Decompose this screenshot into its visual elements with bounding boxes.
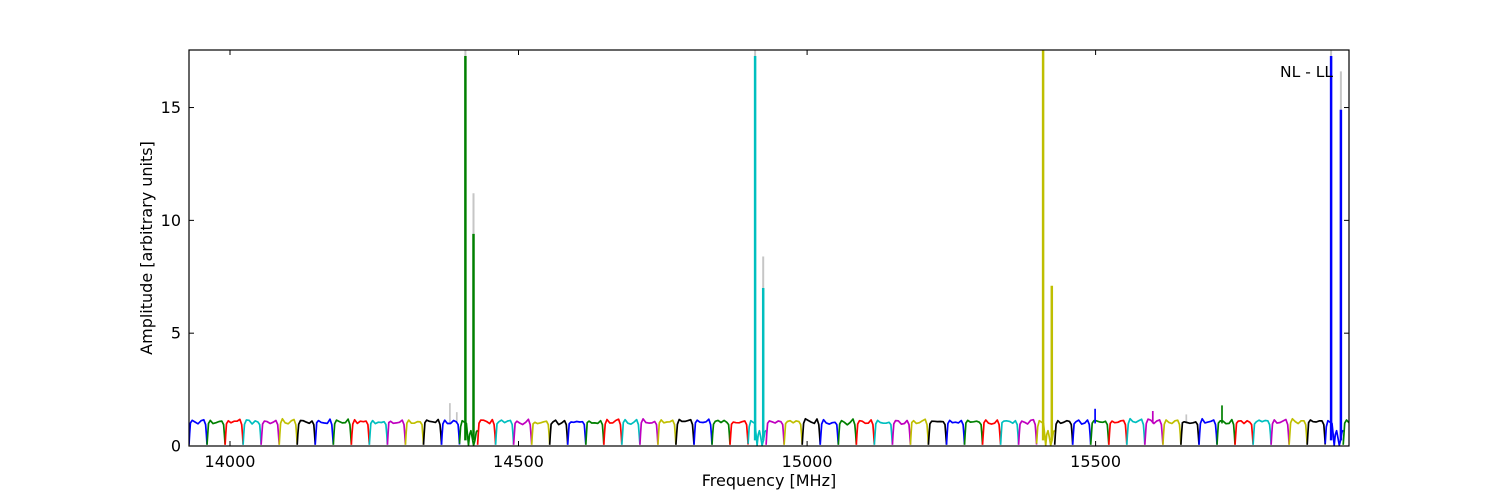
x-tick-label: 15000 — [782, 452, 833, 471]
subband-trace — [1035, 419, 1056, 446]
subband-trace — [440, 419, 461, 445]
y-tick-label: 10 — [161, 211, 181, 230]
subband-trace — [602, 418, 623, 445]
subband-trace — [711, 419, 731, 445]
subband-trace — [1071, 419, 1092, 445]
subband-trace — [639, 418, 659, 445]
subband-trace — [296, 419, 317, 445]
subband-trace — [530, 420, 551, 445]
subband-trace — [1198, 417, 1218, 445]
gray-reference-traces — [449, 50, 1342, 433]
subband-trace — [891, 419, 912, 445]
subband-trace — [1143, 418, 1164, 445]
rfi-spike-traces — [464, 50, 1343, 441]
subband-trace — [422, 418, 443, 445]
subband-trace — [224, 418, 244, 445]
subband-trace — [404, 419, 425, 445]
subband-trace — [945, 419, 966, 445]
subband-trace — [494, 419, 515, 445]
subband-trace — [566, 420, 587, 445]
subband-trace — [1089, 419, 1110, 445]
subband-trace — [1234, 419, 1254, 445]
subband-trace — [1252, 419, 1272, 445]
x-axis-label: Frequency [MHz] — [702, 471, 836, 490]
subband-trace — [512, 418, 533, 445]
subband-trace — [837, 418, 858, 445]
subband-trace — [242, 419, 262, 445]
subband-trace — [927, 420, 948, 445]
subband-trace — [765, 420, 785, 445]
y-tick-label: 0 — [171, 437, 181, 456]
subband-trace — [548, 419, 569, 445]
subband-bandpass-traces — [189, 417, 1349, 446]
subband-trace — [1216, 418, 1236, 445]
subband-trace — [999, 419, 1020, 445]
subband-trace — [584, 419, 605, 445]
subband-trace — [1324, 419, 1344, 446]
subband-trace — [729, 420, 749, 445]
subband-trace — [783, 419, 804, 445]
subband-trace — [873, 419, 894, 445]
subband-trace — [368, 419, 389, 445]
x-tick-label: 14000 — [205, 452, 256, 471]
subband-trace — [693, 418, 713, 445]
subband-trace — [1125, 417, 1146, 445]
subband-trace — [386, 419, 407, 445]
axes-layer: 14000 14500 15000 15500 0 5 10 15 Frequency [MH… — [137, 49, 1350, 490]
subband-trace — [620, 418, 641, 445]
subband-trace — [350, 418, 371, 445]
subband-trace — [963, 419, 984, 445]
subband-trace — [260, 419, 281, 445]
subband-trace — [314, 418, 335, 445]
subband-trace — [476, 418, 497, 445]
subband-trace — [909, 418, 930, 445]
subband-trace — [206, 419, 226, 445]
subband-trace — [675, 418, 695, 445]
subband-trace — [1306, 419, 1327, 445]
subband-trace — [1162, 419, 1182, 445]
y-axis-label: Amplitude [arbitrary units] — [137, 141, 156, 355]
y-tick-label: 5 — [171, 324, 181, 343]
baseline-pair-label: NL - LL — [1280, 63, 1333, 81]
subband-trace — [1270, 418, 1290, 445]
subband-trace — [458, 419, 479, 446]
subband-trace — [819, 418, 840, 445]
subband-trace — [1288, 417, 1309, 445]
axis-tick-labels: 14000 14500 15000 15500 0 5 10 15 — [161, 98, 1121, 471]
subband-trace — [278, 417, 299, 445]
data-layer — [189, 50, 1349, 446]
subband-trace — [1180, 420, 1200, 445]
x-tick-label: 14500 — [493, 452, 544, 471]
subband-trace — [1053, 419, 1074, 445]
subband-trace — [657, 419, 677, 445]
subband-trace — [1342, 419, 1349, 445]
plot-frame — [188, 49, 1350, 447]
y-tick-label: 15 — [161, 98, 181, 117]
subband-trace — [981, 419, 1002, 445]
subband-trace — [747, 419, 767, 446]
subband-trace — [189, 418, 208, 445]
subband-trace — [801, 417, 822, 445]
subband-trace — [1017, 418, 1038, 445]
subband-trace — [855, 419, 876, 445]
subband-trace — [1107, 419, 1128, 445]
axis-ticks — [189, 50, 1349, 447]
subband-trace — [332, 418, 353, 445]
x-tick-label: 15500 — [1070, 452, 1121, 471]
